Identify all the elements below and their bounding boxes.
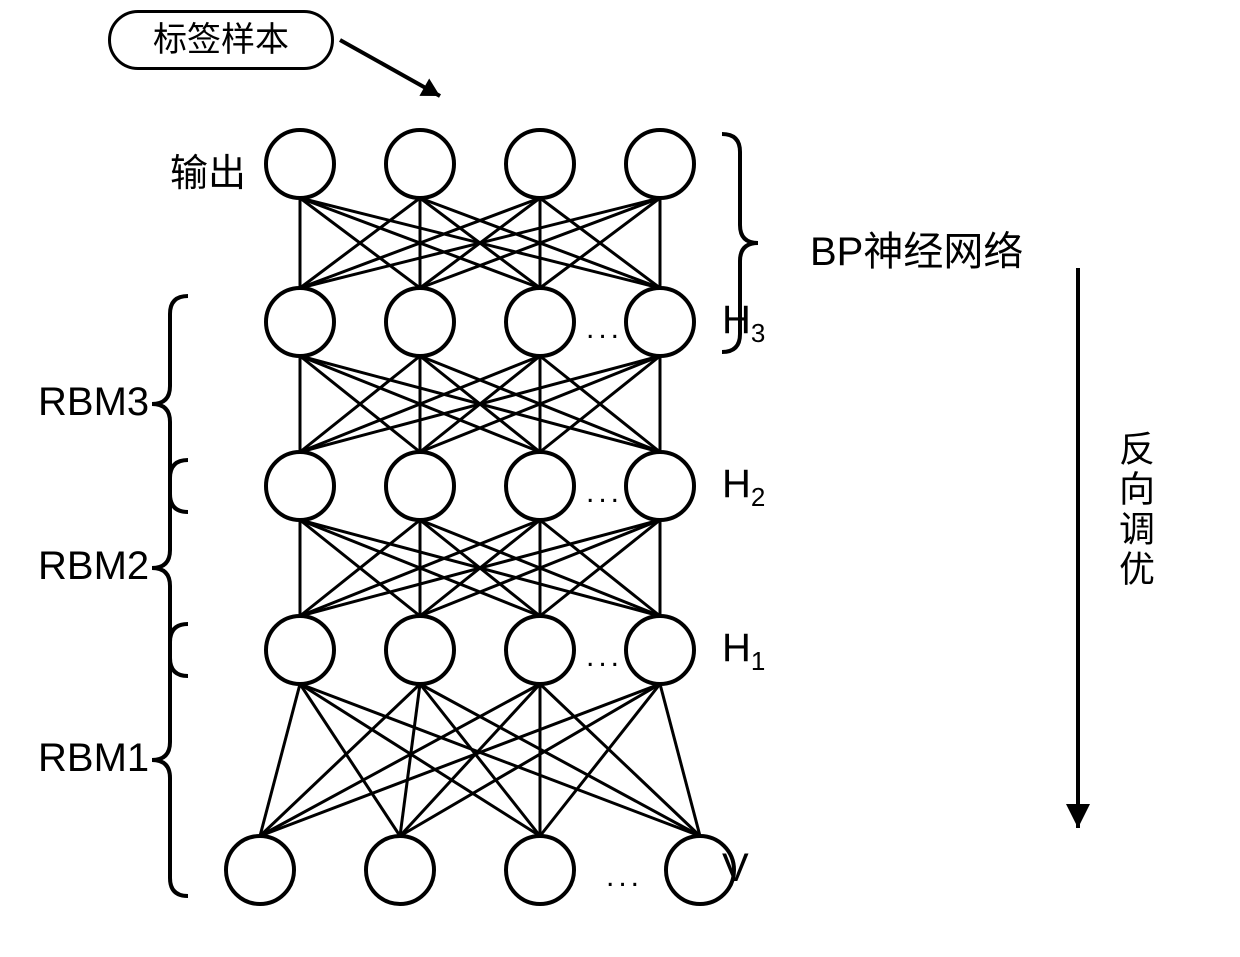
layer-label-H1: H1 bbox=[722, 626, 765, 677]
layer-label-V: V bbox=[722, 846, 749, 891]
label-sample-text: 标签样本 bbox=[153, 21, 289, 59]
diagram-canvas: 标签样本 输出 H3 H2 H1 V RBM3 RBM2 RBM1 BP神经网络 反向调优… bbox=[0, 0, 1240, 957]
ellipsis-H3: ... bbox=[586, 312, 623, 346]
layer-label-H3: H3 bbox=[722, 298, 765, 349]
ellipsis-H1: ... bbox=[586, 640, 623, 674]
label-sample-pill: 标签样本 bbox=[108, 10, 334, 70]
brace-label-RBM1: RBM1 bbox=[38, 736, 149, 781]
ellipsis-H2: ... bbox=[586, 476, 623, 510]
ellipsis-V: ... bbox=[606, 860, 643, 894]
bp-network-label: BP神经网络 bbox=[810, 219, 1023, 277]
brace-label-RBM2: RBM2 bbox=[38, 544, 149, 589]
layer-label-H2: H2 bbox=[722, 462, 765, 513]
output-label: 输出 bbox=[170, 142, 246, 197]
backprop-tuning-label: 反向调优 bbox=[1108, 430, 1160, 590]
brace-label-RBM3: RBM3 bbox=[38, 380, 149, 425]
